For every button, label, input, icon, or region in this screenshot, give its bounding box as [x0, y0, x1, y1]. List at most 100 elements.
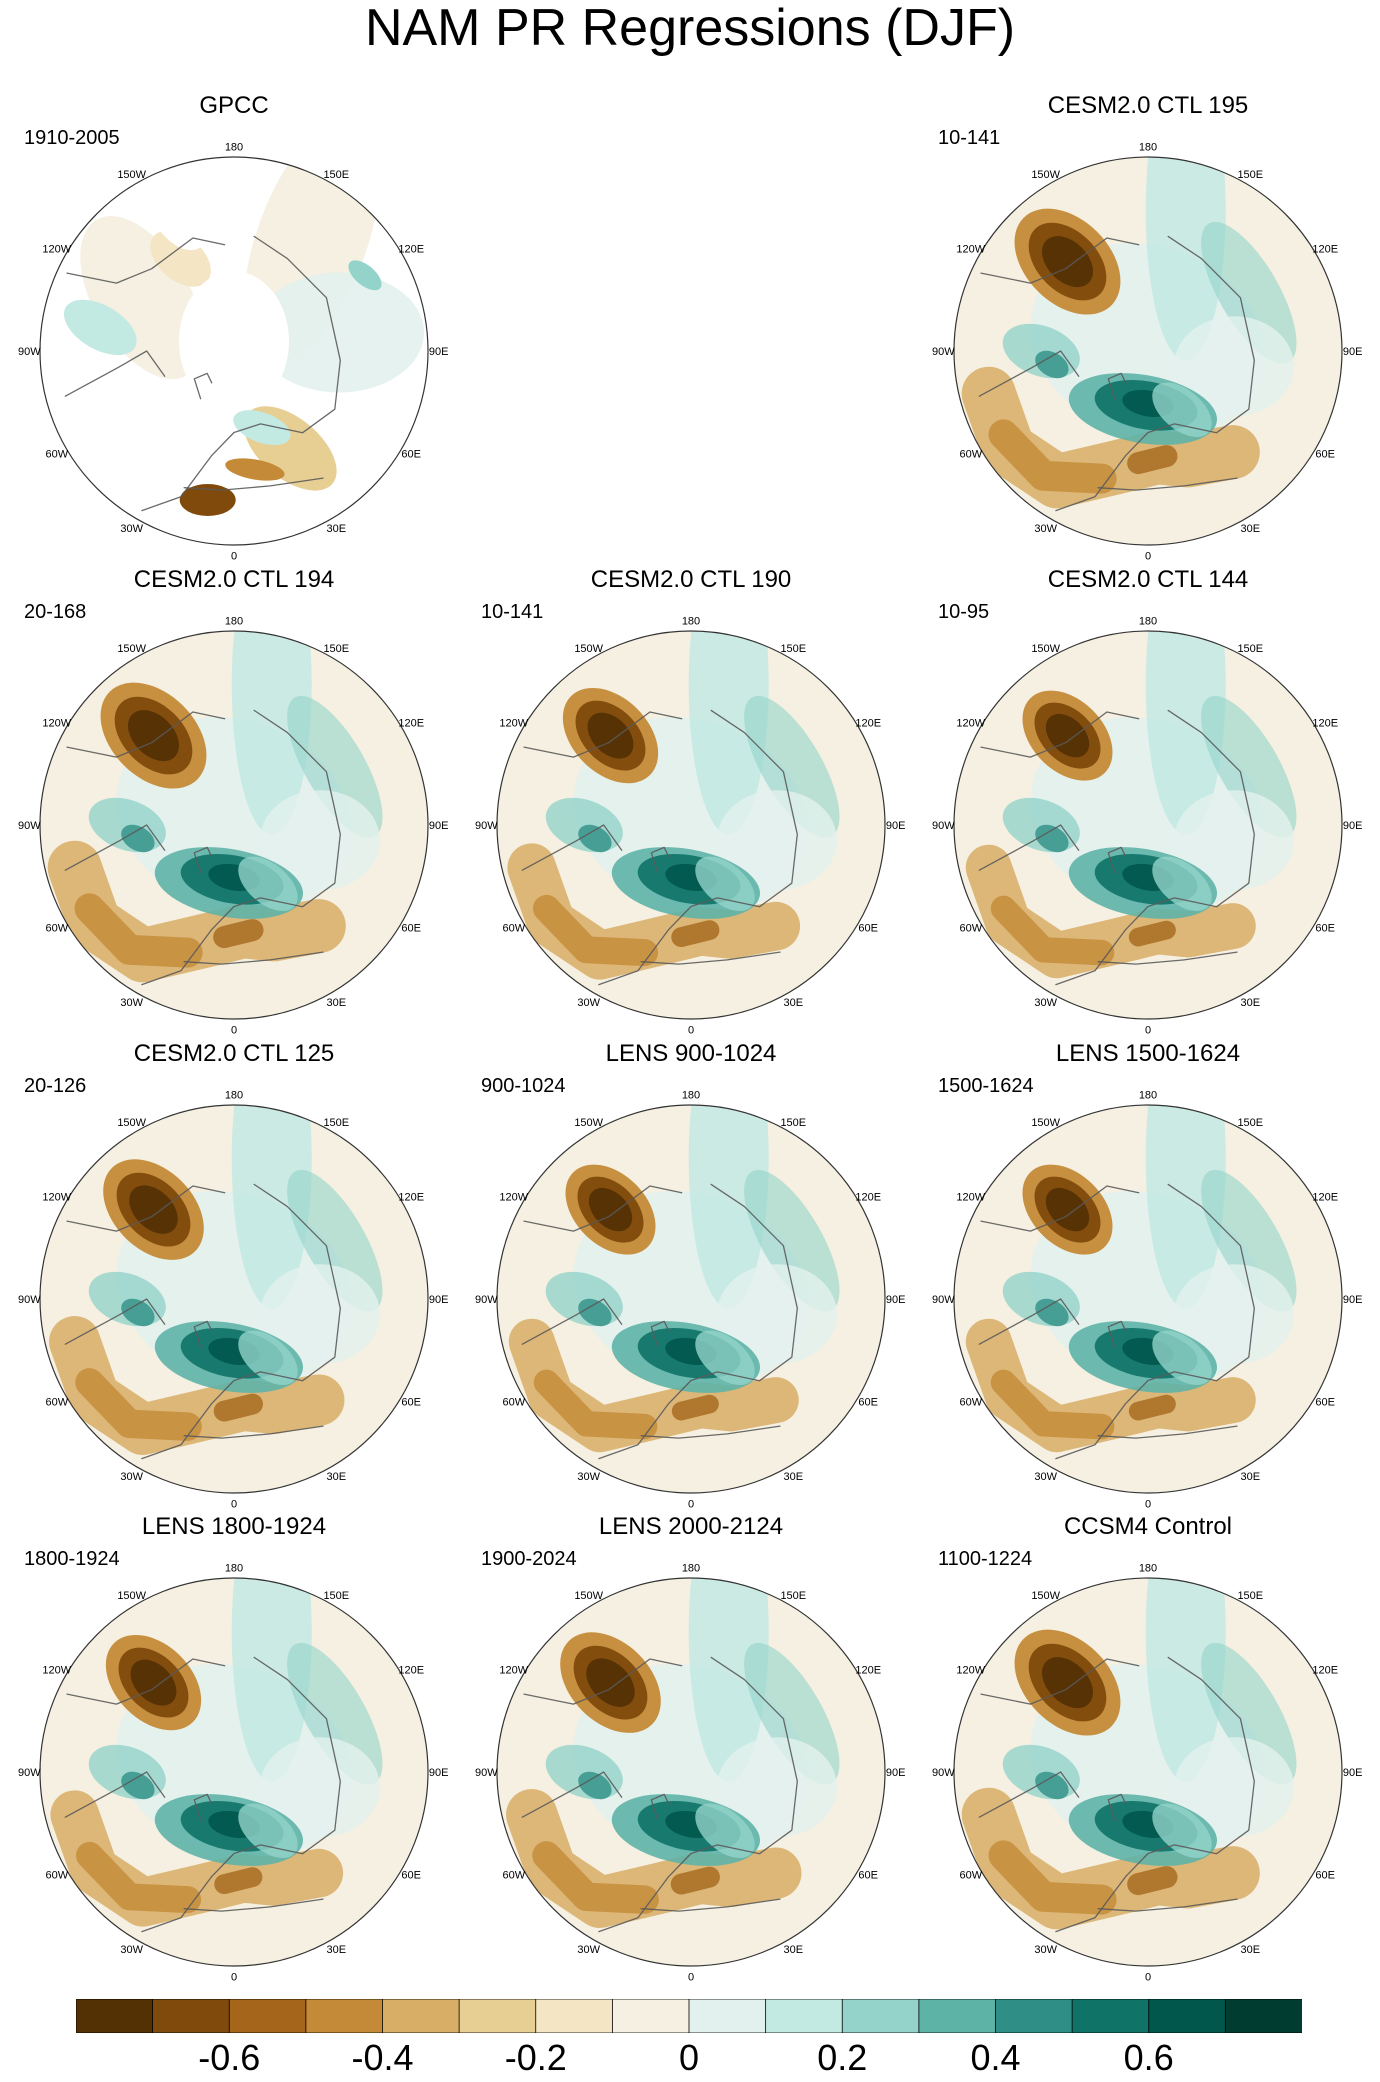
- longitude-label: 150W: [1031, 1590, 1060, 1602]
- longitude-label: 150E: [780, 1117, 806, 1129]
- longitude-label: 90W: [932, 1767, 955, 1779]
- longitude-label: 30W: [120, 1471, 143, 1483]
- longitude-label: 150E: [323, 1590, 349, 1602]
- longitude-label: 120E: [855, 718, 881, 730]
- longitude-label: 150W: [574, 643, 603, 655]
- longitude-label: 150W: [1031, 169, 1060, 181]
- panel-years: 1900-2024: [481, 1548, 577, 1570]
- longitude-label: 120E: [398, 244, 424, 256]
- panel-years: 1100-1224: [938, 1548, 1033, 1570]
- longitude-label: 30W: [120, 997, 143, 1009]
- longitude-label: 150E: [1237, 169, 1263, 181]
- longitude-label: 30E: [327, 997, 347, 1009]
- longitude-label: 90E: [886, 1294, 906, 1306]
- colorbar-swatch: [1071, 1999, 1150, 2033]
- panel-title: CESM2.0 CTL 125: [133, 1040, 335, 1067]
- panel-title: CESM2.0 CTL 190: [590, 566, 792, 593]
- colorbar-swatch: [382, 1999, 461, 2033]
- longitude-label: 90W: [932, 820, 955, 832]
- colorbar-swatch: [688, 1999, 767, 2033]
- longitude-label: 90W: [18, 1767, 41, 1779]
- longitude-label: 30W: [577, 997, 600, 1009]
- longitude-label: 90W: [475, 1767, 498, 1779]
- longitude-label: 150W: [574, 1590, 603, 1602]
- map-panel: CESM2.0 CTL 125 20-126 180 150E 120E 90E 60E 30…: [18, 1040, 449, 1520]
- longitude-label: 180: [225, 1562, 243, 1574]
- map-border: [39, 156, 429, 546]
- longitude-label: 30W: [577, 1471, 600, 1483]
- panel-title: CESM2.0 CTL 195: [1047, 92, 1249, 119]
- longitude-label: 30W: [1034, 997, 1057, 1009]
- longitude-label: 120W: [956, 718, 985, 730]
- map-panel: CESM2.0 CTL 190 10-141 180 150E 120E 90E 60E 30…: [475, 566, 906, 1046]
- panel-title: LENS 2000-2124: [598, 1513, 784, 1540]
- map-border: [496, 1577, 886, 1967]
- longitude-label: 180: [682, 615, 700, 627]
- longitude-label: 60W: [45, 448, 68, 460]
- longitude-label: 120E: [1312, 1192, 1338, 1204]
- longitude-label: 60E: [401, 922, 421, 934]
- polar-map: 180 150E 120E 90E 60E 30E 0 30W 60W 90W 120W 150W: [932, 1562, 1363, 1983]
- colorbar-swatch: [228, 1999, 307, 2033]
- colorbar-swatch: [1224, 1999, 1302, 2033]
- longitude-label: 150W: [117, 169, 146, 181]
- polar-map: 180 150E 120E 90E 60E 30E 0 30W 60W 90W 120W 150W: [18, 141, 449, 562]
- longitude-label: 90W: [932, 1294, 955, 1306]
- longitude-label: 60E: [401, 448, 421, 460]
- longitude-label: 30E: [1241, 1471, 1261, 1483]
- map-border: [39, 1577, 429, 1967]
- map-panel: LENS 1500-1624 1500-1624 180 150E 120E 90E 60E…: [932, 1040, 1363, 1520]
- longitude-label: 60W: [959, 1396, 982, 1408]
- panel-years: 900-1024: [481, 1075, 566, 1097]
- longitude-label: 180: [1139, 1562, 1157, 1574]
- colorbar-swatch: [458, 1999, 537, 2033]
- longitude-label: 90E: [1343, 820, 1363, 832]
- polar-map: 180 150E 120E 90E 60E 30E 0 30W 60W 90W 120W 150W: [475, 1562, 906, 1983]
- longitude-label: 90W: [475, 820, 498, 832]
- panel-years: 10-141: [938, 127, 1001, 149]
- colorbar-swatch: [535, 1999, 614, 2033]
- map-panel: CESM2.0 CTL 195 10-141 180 150E 120E 90E 60E 30…: [932, 92, 1363, 572]
- longitude-label: 120W: [42, 718, 71, 730]
- longitude-label: 60W: [502, 1869, 525, 1881]
- longitude-label: 180: [225, 615, 243, 627]
- polar-map: 180 150E 120E 90E 60E 30E 0 30W 60W 90W 120W 150W: [18, 1562, 449, 1983]
- longitude-label: 60E: [858, 922, 878, 934]
- longitude-label: 150E: [323, 643, 349, 655]
- longitude-label: 180: [682, 1562, 700, 1574]
- longitude-label: 120W: [42, 1665, 71, 1677]
- colorbar-tick-label: 0.4: [970, 2037, 1021, 2078]
- longitude-label: 180: [1139, 1089, 1157, 1101]
- longitude-label: 30E: [1241, 523, 1261, 535]
- longitude-label: 60E: [401, 1869, 421, 1881]
- longitude-label: 60W: [959, 1869, 982, 1881]
- panel-years: 1500-1624: [938, 1075, 1034, 1097]
- map-border: [953, 156, 1343, 546]
- map-border: [496, 1104, 886, 1494]
- longitude-label: 90E: [429, 820, 449, 832]
- colorbar-tick-label: -0.2: [504, 2037, 567, 2078]
- longitude-label: 90E: [1343, 1767, 1363, 1779]
- longitude-label: 150W: [117, 643, 146, 655]
- longitude-label: 90E: [1343, 1294, 1363, 1306]
- map-border: [496, 630, 886, 1020]
- longitude-label: 180: [225, 141, 243, 153]
- longitude-label: 90E: [1343, 346, 1363, 358]
- longitude-label: 30E: [784, 1944, 804, 1956]
- longitude-label: 150E: [1237, 643, 1263, 655]
- polar-map: 180 150E 120E 90E 60E 30E 0 30W 60W 90W 120W 150W: [932, 1089, 1363, 1510]
- colorbar-swatch: [841, 1999, 920, 2033]
- panel-title: LENS 1500-1624: [1055, 1040, 1241, 1067]
- longitude-label: 0: [1145, 551, 1151, 563]
- longitude-label: 150E: [1237, 1117, 1263, 1129]
- longitude-label: 60E: [858, 1869, 878, 1881]
- longitude-label: 150E: [780, 1590, 806, 1602]
- longitude-label: 120E: [398, 1192, 424, 1204]
- colorbar-tick-label: 0.2: [817, 2037, 868, 2078]
- longitude-label: 30E: [784, 1471, 804, 1483]
- polar-map: 180 150E 120E 90E 60E 30E 0 30W 60W 90W 120W 150W: [18, 615, 449, 1036]
- longitude-label: 0: [231, 551, 237, 563]
- longitude-label: 60E: [401, 1396, 421, 1408]
- longitude-label: 120E: [1312, 244, 1338, 256]
- longitude-label: 30W: [1034, 1471, 1057, 1483]
